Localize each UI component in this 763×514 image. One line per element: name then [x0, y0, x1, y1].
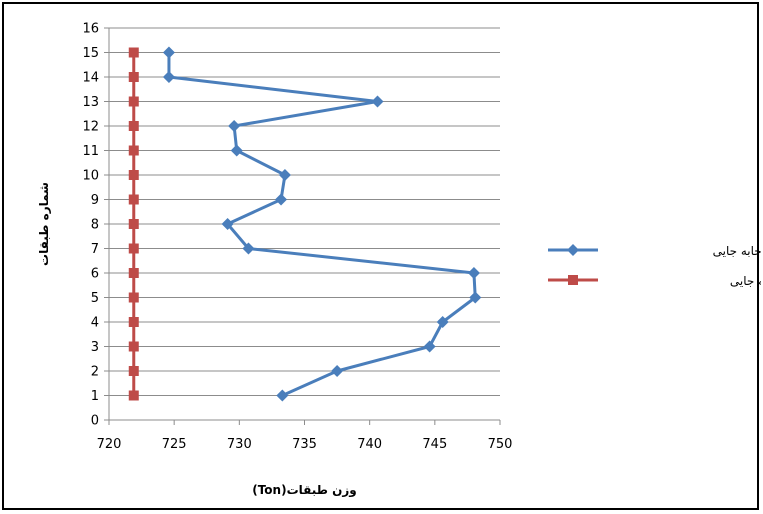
- legend-label: وزن قاب با جابه جایی: [713, 244, 761, 259]
- data-point: [230, 144, 243, 157]
- data-point: [128, 341, 139, 352]
- gridlines: [104, 27, 501, 425]
- legend: وزن قاب با جابه جایی وزن قاب بدون جابه جا…: [548, 244, 761, 289]
- y-tick-label: 3: [91, 340, 99, 355]
- legend-label: وزن قاب بدون جابه جایی: [730, 274, 761, 289]
- y-tick-label: 15: [82, 46, 99, 61]
- x-tick-label: 730: [227, 437, 252, 452]
- data-point: [128, 390, 139, 401]
- data-point: [128, 170, 139, 180]
- x-tick-label: 735: [292, 437, 317, 452]
- data-point: [436, 316, 449, 328]
- series-2: [128, 47, 139, 401]
- data-point: [423, 340, 436, 353]
- x-axis-title: وزن طبقات(Ton): [252, 483, 357, 498]
- legend-swatch-marker: [568, 275, 578, 285]
- x-tick-label: 745: [422, 437, 447, 452]
- y-tick-label: 10: [82, 169, 99, 184]
- data-point: [128, 96, 139, 107]
- data-point: [128, 219, 139, 229]
- data-point: [128, 268, 139, 278]
- y-tick-label: 7: [91, 242, 99, 257]
- data-point: [276, 389, 289, 402]
- y-tick-label: 9: [91, 193, 99, 208]
- data-point: [242, 242, 255, 255]
- x-tick-label: 725: [162, 437, 187, 452]
- axes: [108, 28, 500, 421]
- data-point: [128, 243, 139, 254]
- y-tick-label: 14: [82, 71, 99, 86]
- data-point: [128, 366, 139, 376]
- series-layer: [128, 46, 482, 402]
- series-1: [162, 46, 482, 402]
- data-point: [221, 218, 234, 230]
- y-tick-label: 1: [91, 389, 99, 404]
- y-tick-label: 2: [91, 365, 99, 380]
- y-tick-label: 0: [91, 414, 99, 429]
- x-tick-label: 740: [357, 437, 382, 452]
- data-point: [371, 95, 384, 108]
- x-tick-label: 720: [97, 437, 122, 452]
- data-point: [128, 145, 139, 156]
- data-point: [128, 292, 139, 303]
- y-tick-label: 5: [91, 291, 99, 306]
- data-point: [467, 267, 480, 279]
- data-point: [128, 121, 139, 131]
- x-tick-label: 750: [488, 437, 513, 452]
- data-point: [162, 71, 175, 83]
- y-tick-label: 6: [91, 267, 99, 282]
- data-point: [331, 365, 344, 377]
- y-tick-label: 8: [91, 218, 99, 233]
- legend-item: وزن قاب با جابه جایی: [548, 244, 761, 259]
- data-point: [278, 169, 291, 181]
- y-tick-label: 4: [91, 316, 99, 331]
- legend-swatch-marker: [567, 244, 579, 256]
- data-point: [228, 120, 241, 132]
- data-point: [128, 47, 139, 58]
- data-point: [469, 291, 482, 304]
- y-tick-label: 12: [82, 120, 99, 135]
- y-tick-label: 13: [82, 95, 99, 110]
- data-point: [128, 194, 139, 205]
- y-tick-label: 16: [82, 22, 99, 37]
- data-point: [162, 46, 175, 59]
- data-point: [128, 72, 139, 82]
- legend-item: وزن قاب بدون جابه جایی: [548, 274, 761, 289]
- y-axis-title: شماره طبقات: [37, 182, 51, 266]
- y-tick-label: 11: [82, 144, 99, 159]
- data-point: [275, 193, 288, 206]
- data-point: [128, 317, 139, 327]
- x-tick-labels: 720 725 730 735 740 745 750: [97, 437, 513, 452]
